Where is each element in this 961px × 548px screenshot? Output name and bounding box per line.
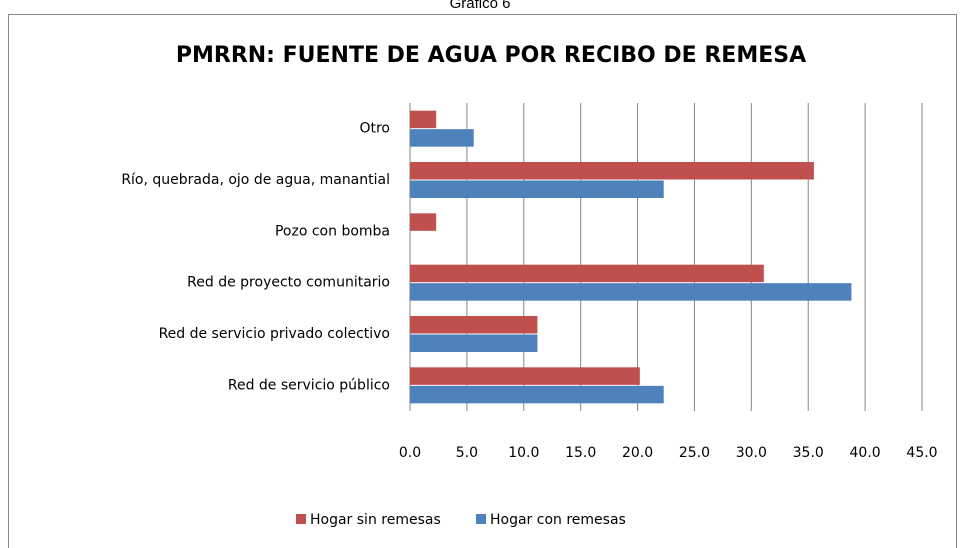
legend-swatch bbox=[296, 514, 306, 524]
bar bbox=[410, 283, 852, 301]
bar bbox=[410, 316, 538, 334]
x-tick-label: 30.0 bbox=[736, 445, 767, 461]
bar bbox=[410, 162, 814, 180]
x-tick-label: 15.0 bbox=[565, 445, 596, 461]
x-tick-label: 40.0 bbox=[850, 445, 881, 461]
chart-title: PMRRN: FUENTE DE AGUA POR RECIBO DE REME… bbox=[176, 43, 806, 68]
y-tick-label: Pozo con bomba bbox=[275, 223, 390, 239]
x-tick-label: 45.0 bbox=[906, 445, 937, 461]
bar bbox=[410, 213, 437, 231]
x-tick-label: 25.0 bbox=[679, 445, 710, 461]
legend-label: Hogar sin remesas bbox=[310, 512, 441, 528]
x-tick-label: 5.0 bbox=[456, 445, 478, 461]
y-tick-label: Red de servicio privado colectivo bbox=[159, 326, 390, 342]
y-tick-label: Otro bbox=[359, 121, 390, 137]
y-tick-label: Red de servicio público bbox=[228, 377, 390, 393]
heading: Gráfico 6 bbox=[450, 0, 511, 12]
x-tick-label: 20.0 bbox=[622, 445, 653, 461]
x-tick-label: 35.0 bbox=[793, 445, 824, 461]
bar bbox=[410, 110, 437, 129]
x-tick-label: 0.0 bbox=[399, 445, 421, 461]
bar bbox=[410, 264, 764, 283]
legend-label: Hogar con remesas bbox=[490, 512, 626, 528]
bar bbox=[410, 367, 640, 385]
bar bbox=[410, 180, 664, 198]
x-tick-label: 10.0 bbox=[508, 445, 539, 461]
bar bbox=[410, 129, 474, 147]
y-tick-label: Red de proyecto comunitario bbox=[187, 275, 390, 291]
bar bbox=[410, 334, 538, 352]
legend-swatch bbox=[476, 514, 486, 524]
bar bbox=[410, 385, 664, 404]
y-tick-label: Río, quebrada, ojo de agua, manantial bbox=[121, 172, 390, 188]
